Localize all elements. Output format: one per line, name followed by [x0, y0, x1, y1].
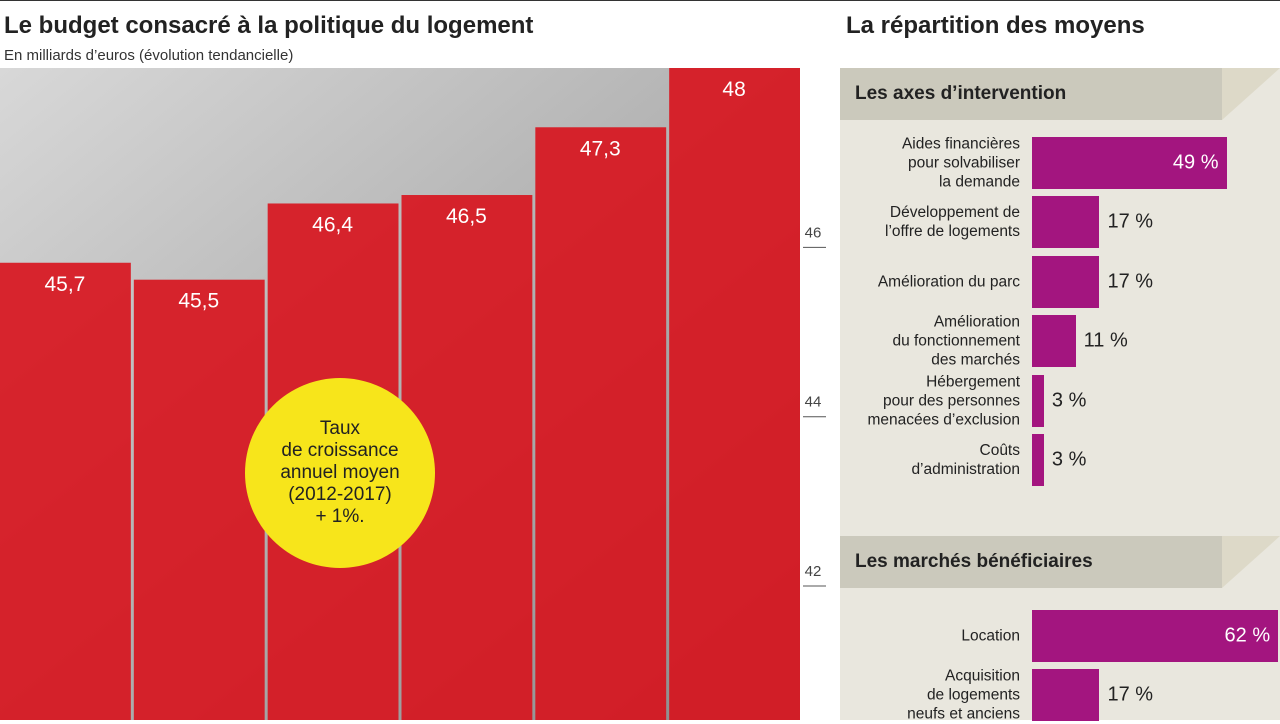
category-label: Coûts d’administration — [911, 442, 1020, 478]
bar — [1032, 610, 1279, 662]
budget-chart: 45,7 45,5 46,4 46,5 47,3 48 42 44 46 — [0, 68, 826, 720]
category-label: Acquisition de logements neufs et ancien… — [907, 667, 1020, 723]
value-label: 45,7 — [44, 273, 85, 296]
annotation: Taux de croissance annuel moyen (2012-20… — [245, 378, 435, 568]
category-label: Amélioration du parc — [877, 273, 1020, 291]
header-fold — [1222, 536, 1280, 588]
value-label: 11 % — [1083, 329, 1128, 352]
top-rule — [0, 0, 1280, 1]
value-label: 17 % — [1107, 270, 1154, 293]
category-label: Amélioration du fonctionnement des march… — [892, 313, 1020, 369]
y-tick-label: 42 — [805, 563, 822, 580]
bar — [669, 68, 800, 720]
value-label: 3 % — [1051, 389, 1087, 412]
y-tick-label: 46 — [805, 224, 822, 241]
y-tick-label: 44 — [805, 394, 822, 411]
bar — [1032, 315, 1076, 368]
panel-title: La répartition des moyens — [846, 12, 1145, 39]
value-label: 46,5 — [446, 205, 487, 228]
value-label: 17 % — [1107, 210, 1154, 233]
chart-title: Le budget consacré à la politique du log… — [4, 12, 534, 39]
bar — [1032, 196, 1100, 249]
value-label: 49 % — [1172, 151, 1219, 174]
category-label: Hébergement pour des personnes menacées … — [867, 373, 1020, 429]
bar — [1032, 434, 1044, 486]
value-label: 3 % — [1051, 448, 1087, 471]
header-fold — [1222, 68, 1280, 120]
chart-subtitle: En milliards d’euros (évolution tendanci… — [4, 47, 294, 64]
bar — [133, 279, 265, 720]
category-label: Développement de l’offre de logements — [885, 204, 1020, 241]
section-header: Les marchés bénéficiaires — [840, 536, 1222, 588]
value-label: 47,3 — [580, 137, 621, 160]
bar — [535, 127, 667, 720]
bar — [0, 262, 131, 720]
category-label: Aides financières pour solvabiliser la d… — [901, 135, 1020, 191]
value-label: 62 % — [1224, 624, 1271, 647]
section-header: Les axes d’intervention — [840, 68, 1222, 120]
bar — [1032, 137, 1227, 189]
value-label: 17 % — [1107, 683, 1154, 706]
bar — [1032, 255, 1100, 308]
value-label: 46,4 — [312, 213, 353, 236]
value-label: 48 — [722, 78, 745, 101]
bar — [1032, 374, 1044, 427]
bar — [1032, 669, 1100, 721]
value-label: 45,5 — [178, 290, 219, 313]
panel: Les axes d’intervention Aides financières… — [840, 68, 1280, 723]
category-label: Location — [961, 627, 1020, 645]
photo-background — [0, 68, 800, 720]
